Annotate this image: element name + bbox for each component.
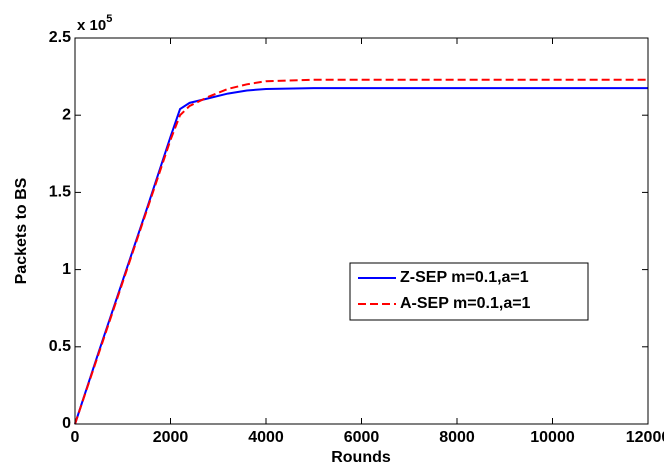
y-axis-label: Packets to BS [13, 177, 30, 284]
legend-box [349, 262, 589, 321]
x-tick-label: 6000 [344, 429, 380, 446]
y-tick-label: 0 [62, 415, 71, 432]
x-tick-label: 8000 [439, 429, 475, 446]
legend-label: A-SEP m=0.1,a=1 [400, 295, 531, 312]
plot-frame [74, 37, 649, 425]
y-tick-label: 0.5 [49, 338, 71, 355]
legend-label: Z-SEP m=0.1,a=1 [400, 269, 529, 286]
x-tick-label: 4000 [248, 429, 284, 446]
y-tick-label: 2 [62, 106, 71, 123]
y-multiplier: x 105 [77, 13, 112, 34]
multiplier-exp: 5 [106, 13, 112, 25]
x-tick-label: 10000 [530, 429, 575, 446]
multiplier-base: x 10 [77, 17, 106, 34]
series-line [74, 78, 648, 425]
x-tick-label: 2000 [153, 429, 189, 446]
x-tick-label: 0 [71, 429, 80, 446]
y-tick-label: 1 [62, 261, 71, 278]
x-axis-label: Rounds [331, 449, 391, 466]
y-tick-label: 1.5 [49, 184, 71, 201]
y-tick-label: 2.5 [49, 29, 71, 46]
